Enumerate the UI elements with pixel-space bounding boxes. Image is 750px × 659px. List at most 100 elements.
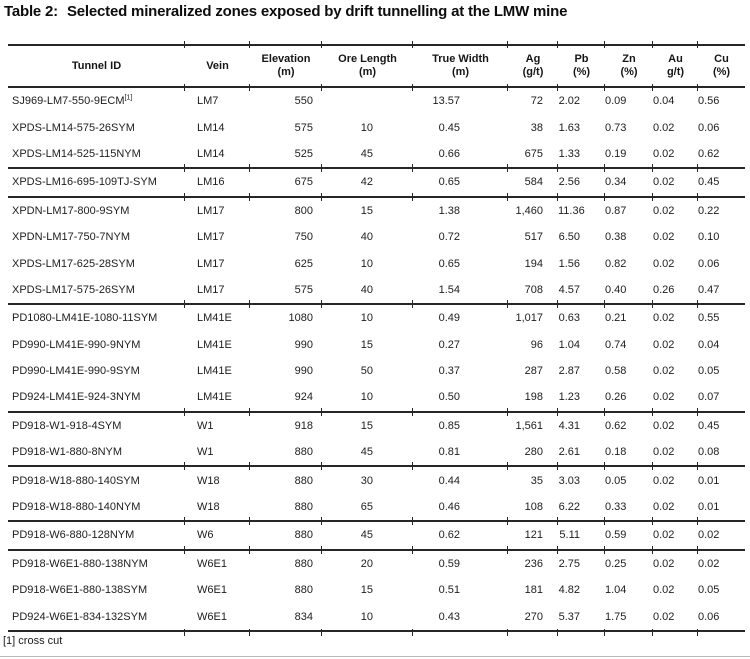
cell-true-width: 0.37 <box>438 365 460 378</box>
cell-true-width: 13.57 <box>432 95 460 108</box>
cell-au: 0.02 <box>653 391 675 404</box>
cell-true-width: 0.66 <box>438 147 460 160</box>
cell-ag: 96 <box>530 338 543 351</box>
cell-au: 0.02 <box>653 365 675 378</box>
cell-ore-length: 15 <box>360 584 373 597</box>
cell-au: 0.02 <box>653 501 675 514</box>
cell-tunnel-id: XPDS-LM16-695-109TJ-SYM <box>8 167 185 197</box>
cell-vein: W18 <box>184 463 250 494</box>
table-row: PD918-W18-880-140SYM W18 880 30 0.44 35 3.03 0.… <box>8 463 745 494</box>
page-divider-line <box>0 656 750 657</box>
cell-elevation: 1080 <box>249 301 322 332</box>
cell-zn: 0.26 <box>605 391 627 404</box>
cell-ag: 517 <box>524 231 543 244</box>
cell-pb: 1.56 <box>558 257 580 270</box>
cell-au: 0.02 <box>652 463 698 494</box>
table-header: Tunnel ID Vein Elevation (m) Ore Length (m… <box>8 42 745 92</box>
table-row: PD990-LM41E-990-9NYM LM41E 990 15 0.27 96 1.04… <box>8 332 745 358</box>
cell-vein: W6E1 <box>197 584 227 597</box>
cell-au: 0.02 <box>652 518 698 550</box>
cell-elevation: 575 <box>294 121 313 134</box>
cell-elevation: 834 <box>249 603 322 637</box>
cell-true-width: 0.81 <box>438 446 460 459</box>
cell-pb: 11.36 <box>557 193 605 224</box>
cell-elevation: 550 <box>294 95 313 108</box>
cell-zn: 0.25 <box>604 546 653 578</box>
col-header-elevation: Elevation (m) <box>249 42 322 92</box>
cell-ag: 108 <box>524 501 543 514</box>
cell-ore-length: 45 <box>360 446 373 459</box>
cell-ag: 675 <box>524 147 543 160</box>
table-row: PD918-W6E1-880-138SYM W6E1 880 15 0.51 181 4.8… <box>8 577 745 603</box>
cell-true-width: 0.44 <box>412 463 508 494</box>
cell-cu: 0.06 <box>697 603 745 637</box>
col-header-true-width: True Width (m) <box>412 42 508 92</box>
cell-true-width: 0.65 <box>412 165 508 197</box>
cell-tunnel-id: XPDS-LM14-575-26SYM <box>12 121 135 134</box>
cell-tunnel-id: PD1080-LM41E-1080-11SYM <box>8 303 185 332</box>
cell-ore-length: 50 <box>360 365 373 378</box>
col-header-zn: Zn (%) <box>604 42 653 92</box>
cell-elevation: 750 <box>294 231 313 244</box>
cell-ore-length: 20 <box>321 546 413 578</box>
cell-cu: 0.05 <box>698 584 720 597</box>
cell-ag: 708 <box>524 283 543 296</box>
col-header-ag: Ag (g/t) <box>507 42 558 92</box>
cell-elevation: 625 <box>294 257 313 270</box>
cell-ore-length: 10 <box>321 603 413 637</box>
cell-pb: 1.04 <box>558 338 580 351</box>
cell-zn: 0.33 <box>605 501 627 514</box>
cell-tunnel-id: XPDS-LM17-625-28SYM <box>12 257 135 270</box>
cell-au: 0.02 <box>653 231 675 244</box>
cell-true-width: 0.59 <box>412 546 508 578</box>
cell-elevation: 575 <box>294 283 313 296</box>
cell-ag: 1,561 <box>507 408 558 440</box>
table-row: XPDS-LM17-625-28SYM LM17 625 10 0.65 194 1.56 0… <box>8 250 745 276</box>
cell-au: 0.02 <box>653 338 675 351</box>
table-row: XPDS-LM14-575-26SYM LM14 575 10 0.45 38 1.63 0.… <box>8 114 745 140</box>
cell-vein: LM41E <box>197 338 232 351</box>
cell-true-width: 0.45 <box>438 121 460 134</box>
cell-elevation: 990 <box>294 365 313 378</box>
cell-vein: W18 <box>197 501 220 514</box>
cell-elevation: 675 <box>249 165 322 197</box>
cell-true-width: 0.85 <box>412 408 508 440</box>
cell-elevation: 918 <box>249 408 322 440</box>
table-row: PD918-W18-880-140NYM W18 880 65 0.46 108 6.22 0… <box>8 494 745 521</box>
cell-pb: 4.57 <box>558 283 580 296</box>
cell-zn: 0.19 <box>605 147 627 160</box>
cell-tunnel-id: PD918-W6-880-128NYM <box>8 520 185 550</box>
cell-ore-length: 42 <box>321 165 413 197</box>
cell-cu: 0.22 <box>697 193 745 224</box>
cell-tunnel-id: XPDN-LM17-750-7NYM <box>12 231 130 244</box>
cell-zn: 0.05 <box>604 463 653 494</box>
cell-tunnel-id: PD990-LM41E-990-9NYM <box>12 338 141 351</box>
cell-vein: W6E1 <box>184 603 250 637</box>
cell-zn: 0.40 <box>605 283 627 296</box>
cell-pb: 1.63 <box>558 121 580 134</box>
cell-pb: 2.02 <box>558 95 580 108</box>
cell-au: 0.02 <box>652 603 698 637</box>
cell-vein: W1 <box>197 446 214 459</box>
cell-au: 0.02 <box>653 446 675 459</box>
cell-elevation: 525 <box>294 147 313 160</box>
cell-ag: 1,460 <box>507 193 558 224</box>
cell-tunnel-id: PD918-W6E1-880-138SYM <box>12 584 148 597</box>
cell-vein: LM17 <box>197 231 225 244</box>
cell-ag: 287 <box>524 365 543 378</box>
cell-ag: 280 <box>524 446 543 459</box>
cell-au: 0.26 <box>653 283 675 296</box>
table-title: Table 2: Selected mineralized zones expos… <box>4 3 567 20</box>
cell-cu: 0.06 <box>698 121 720 134</box>
cell-pb: 4.82 <box>558 584 580 597</box>
cell-tunnel-id: PD918-W1-880-8NYM <box>12 446 123 459</box>
table-row: SJ969-LM7-550-9ECM[1] LM7 550 13.57 72 2.02 0.… <box>8 87 745 114</box>
table-row: XPDN-LM17-800-9SYM LM17 800 15 1.38 1,460 11.3… <box>8 193 745 224</box>
footnote-cross-cut: [1] cross cut <box>3 635 63 647</box>
cell-tunnel-id: XPDN-LM17-800-9SYM <box>8 195 185 224</box>
cell-zn: 0.21 <box>604 301 653 332</box>
cell-zn: 0.18 <box>605 446 627 459</box>
cell-ore-length: 65 <box>360 501 373 514</box>
cell-zn: 0.87 <box>604 193 653 224</box>
cell-zn: 0.09 <box>605 95 627 108</box>
